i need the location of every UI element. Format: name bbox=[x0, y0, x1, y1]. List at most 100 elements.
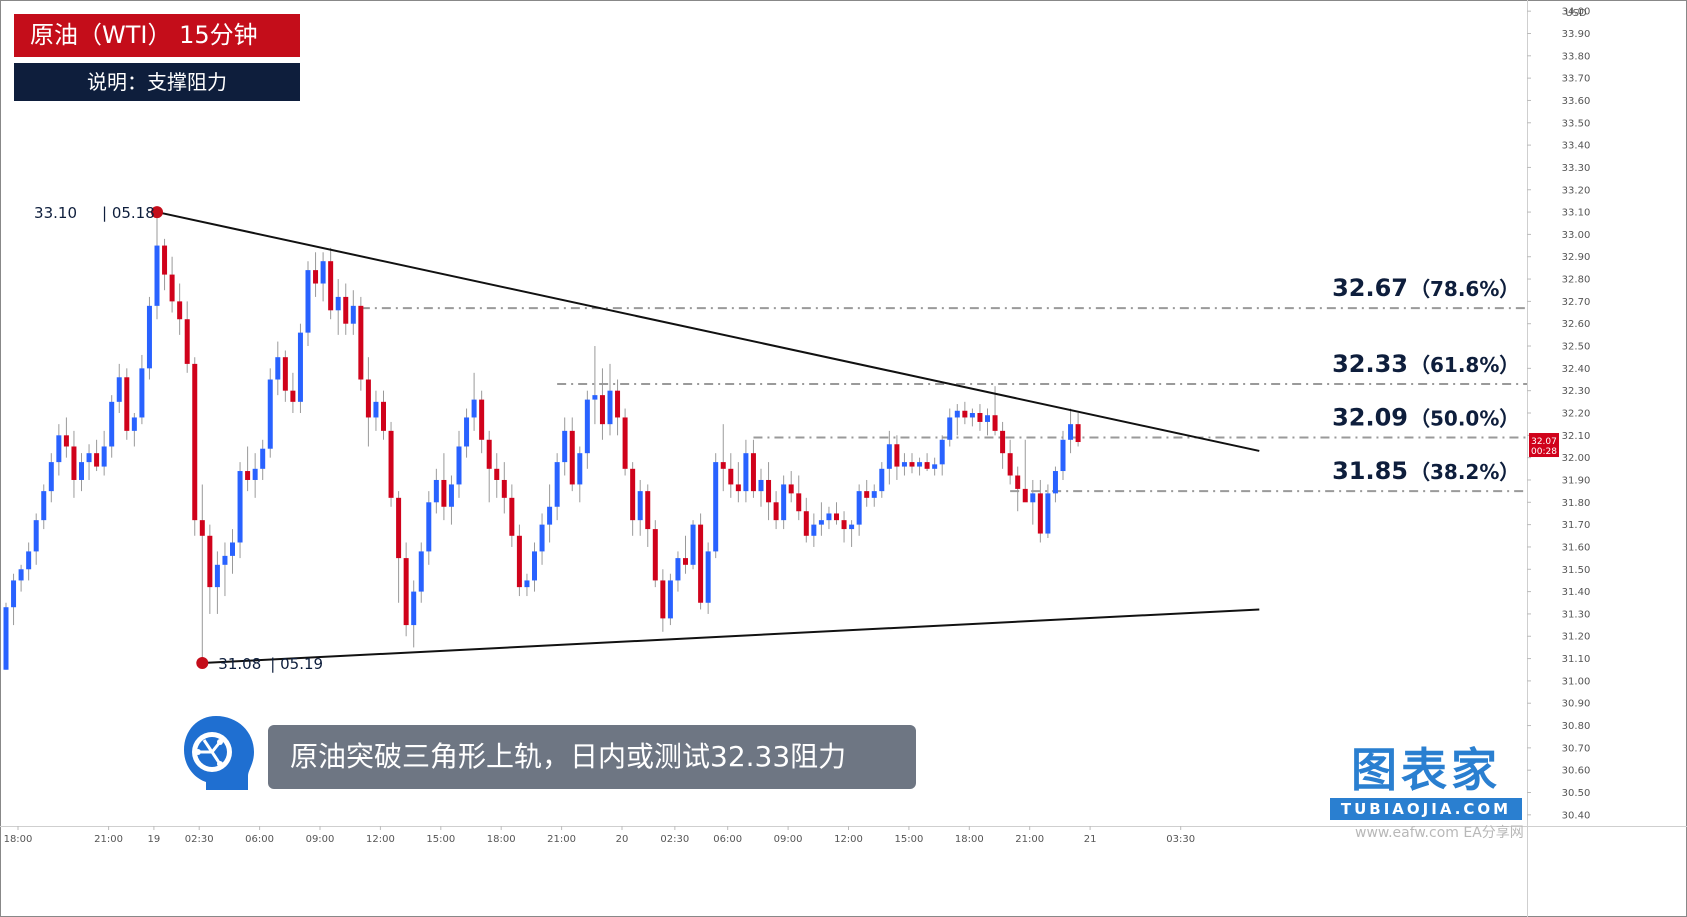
candle-body bbox=[139, 368, 145, 418]
candle-body bbox=[350, 305, 356, 324]
fib-level-price: 31.85 bbox=[1332, 457, 1408, 485]
candle-body bbox=[162, 245, 168, 275]
fib-level-percent: （38.2%） bbox=[1410, 460, 1519, 484]
candle-body bbox=[705, 551, 711, 603]
candle-body bbox=[954, 410, 960, 418]
watermark: www.eafw.com EA分享网 bbox=[1355, 825, 1524, 841]
x-tick-label: 21:00 bbox=[1015, 834, 1044, 845]
candle-body bbox=[282, 357, 288, 391]
candle-body bbox=[652, 529, 658, 581]
candle-body bbox=[690, 524, 696, 565]
trendline bbox=[156, 211, 1260, 452]
x-tick-label: 18:00 bbox=[4, 834, 33, 845]
brand-logo: 图表家 TUBIAOJIA.COM bbox=[1326, 742, 1526, 822]
candle-body bbox=[992, 415, 998, 431]
candle-body bbox=[486, 439, 492, 469]
candle-body bbox=[71, 446, 77, 480]
y-tick-label: 31.00 bbox=[1562, 676, 1591, 687]
x-tick-label: 15:00 bbox=[426, 834, 455, 845]
candle-body bbox=[962, 410, 968, 418]
candle-body bbox=[516, 535, 522, 588]
candle-body bbox=[735, 484, 741, 492]
candle-body bbox=[886, 444, 892, 469]
y-tick-label: 31.10 bbox=[1562, 654, 1591, 665]
swing-high-marker bbox=[151, 206, 163, 219]
candle-body bbox=[63, 435, 69, 447]
candle-body bbox=[1015, 475, 1021, 489]
y-tick-label: 32.40 bbox=[1562, 364, 1591, 375]
x-tick-label: 12:00 bbox=[834, 834, 863, 845]
candle-body bbox=[214, 564, 220, 588]
candle-body bbox=[441, 479, 447, 507]
candle-body bbox=[86, 453, 92, 463]
candle-body bbox=[599, 395, 605, 425]
y-tick-label: 31.30 bbox=[1562, 609, 1591, 620]
candle-body bbox=[645, 491, 651, 530]
y-tick-label: 30.50 bbox=[1562, 788, 1591, 799]
y-tick-label: 33.50 bbox=[1562, 118, 1591, 129]
fib-level-percent: （78.6%） bbox=[1410, 277, 1519, 301]
y-tick-label: 32.70 bbox=[1562, 297, 1591, 308]
x-tick-label: 18:00 bbox=[487, 834, 516, 845]
swing-high-price: 33.10 bbox=[34, 204, 77, 222]
x-tick-label: 02:30 bbox=[185, 834, 214, 845]
candle-body bbox=[464, 417, 470, 447]
candle-body bbox=[675, 558, 681, 581]
y-tick-label: 32.30 bbox=[1562, 386, 1591, 397]
candle-body bbox=[1060, 439, 1066, 472]
candle-body bbox=[124, 377, 130, 431]
y-tick-label: 30.80 bbox=[1562, 721, 1591, 732]
candle-body bbox=[388, 430, 394, 498]
candle-body bbox=[230, 542, 235, 556]
y-tick-label: 32.10 bbox=[1562, 431, 1591, 442]
y-tick-label: 30.40 bbox=[1562, 810, 1591, 821]
y-tick-label: 31.90 bbox=[1562, 475, 1591, 486]
y-tick-label: 33.10 bbox=[1562, 208, 1591, 219]
swing-high-date: | 05.18 bbox=[102, 204, 155, 222]
candle-body bbox=[373, 401, 379, 418]
current-price-tag bbox=[1529, 433, 1559, 458]
y-tick-label: 32.80 bbox=[1562, 275, 1591, 286]
y-tick-label: 33.30 bbox=[1562, 163, 1591, 174]
candle-body bbox=[56, 435, 62, 463]
candle-body bbox=[471, 399, 477, 418]
candle-body bbox=[781, 484, 787, 521]
candle-body bbox=[728, 468, 734, 485]
candle-body bbox=[841, 520, 847, 530]
y-tick-label: 33.80 bbox=[1562, 51, 1591, 62]
candle-body bbox=[33, 520, 39, 552]
candle-body bbox=[252, 468, 258, 480]
candle-body bbox=[343, 296, 349, 324]
candle-body bbox=[532, 551, 537, 581]
y-tick-label: 33.20 bbox=[1562, 185, 1591, 196]
candle-body bbox=[1045, 493, 1051, 534]
candle-body bbox=[297, 332, 303, 402]
candle-body bbox=[577, 453, 583, 485]
candle-body bbox=[418, 551, 424, 592]
candle-body bbox=[509, 497, 515, 536]
fib-level-price: 32.67 bbox=[1332, 274, 1408, 302]
swing-low-marker bbox=[196, 657, 209, 670]
y-tick-label: 30.70 bbox=[1562, 743, 1591, 754]
candle-body bbox=[917, 462, 923, 467]
candle-body bbox=[494, 468, 500, 480]
y-tick-label: 34.00 bbox=[1562, 7, 1591, 18]
chart-title: 原油（WTI） 15分钟 bbox=[14, 14, 300, 57]
candle-body bbox=[818, 520, 824, 525]
y-tick-label: 31.40 bbox=[1562, 587, 1591, 598]
candle-body bbox=[169, 274, 175, 302]
candle-body bbox=[1037, 493, 1043, 534]
candle-body bbox=[1007, 453, 1013, 476]
candle-body bbox=[207, 535, 213, 588]
candle-body bbox=[11, 580, 17, 608]
candle-body bbox=[630, 468, 636, 521]
candle-body bbox=[222, 555, 228, 565]
x-tick-label: 02:30 bbox=[660, 834, 689, 845]
candle-body bbox=[985, 415, 990, 422]
candle-body bbox=[720, 462, 726, 469]
current-price-value: 32.07 bbox=[1531, 437, 1557, 447]
robot-head-icon bbox=[184, 716, 254, 790]
x-tick-label: 15:00 bbox=[894, 834, 923, 845]
